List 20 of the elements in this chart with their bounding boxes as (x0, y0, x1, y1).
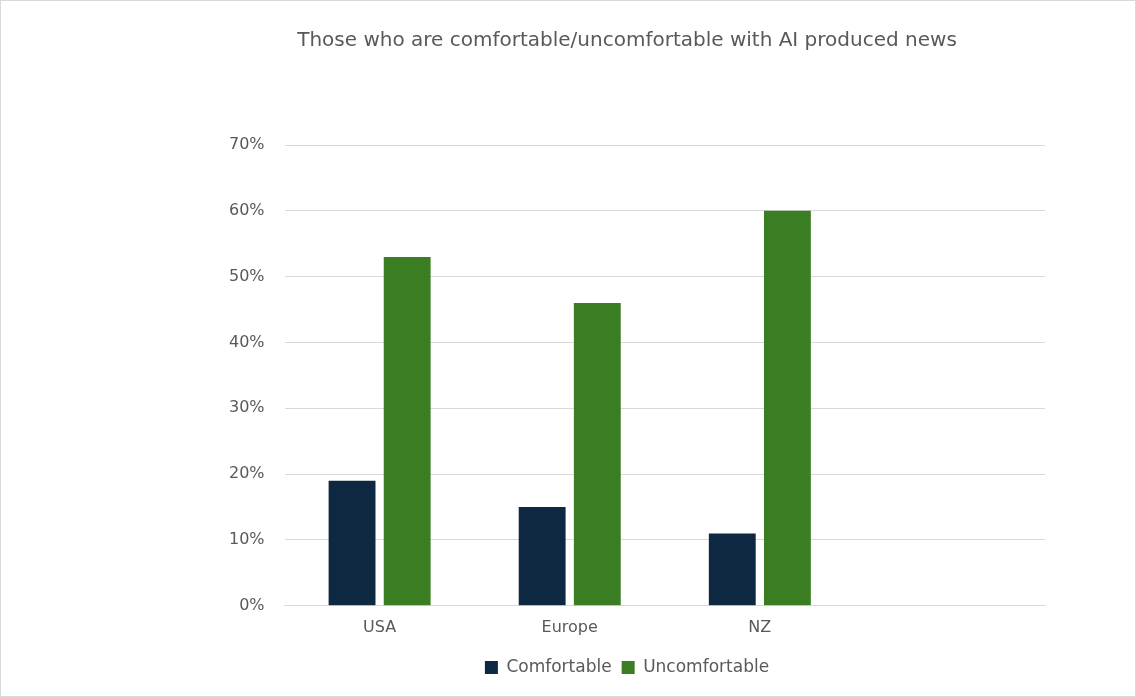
chart-title: Those who are comfortable/uncomfortable with AI produced news (296, 27, 957, 52)
y-tick-label: 60% (229, 199, 265, 219)
y-tick-label: 0% (239, 594, 265, 614)
legend-label: Comfortable (506, 655, 612, 676)
bar (518, 507, 566, 606)
y-tick-label: 10% (229, 529, 265, 549)
y-tick-label: 70% (229, 134, 265, 154)
bar (383, 256, 431, 606)
x-tick-label: Europe (541, 616, 598, 636)
bar (763, 210, 811, 606)
bar (708, 533, 756, 606)
legend-label: Uncomfortable (643, 655, 770, 676)
bar (573, 302, 621, 606)
bar (328, 480, 376, 606)
y-tick-label: 50% (229, 265, 265, 285)
x-tick-label: USA (363, 616, 397, 636)
y-tick-label: 30% (229, 397, 265, 417)
y-tick-label: 40% (229, 331, 265, 351)
x-tick-label: NZ (748, 616, 772, 636)
y-tick-label: 20% (229, 463, 265, 483)
